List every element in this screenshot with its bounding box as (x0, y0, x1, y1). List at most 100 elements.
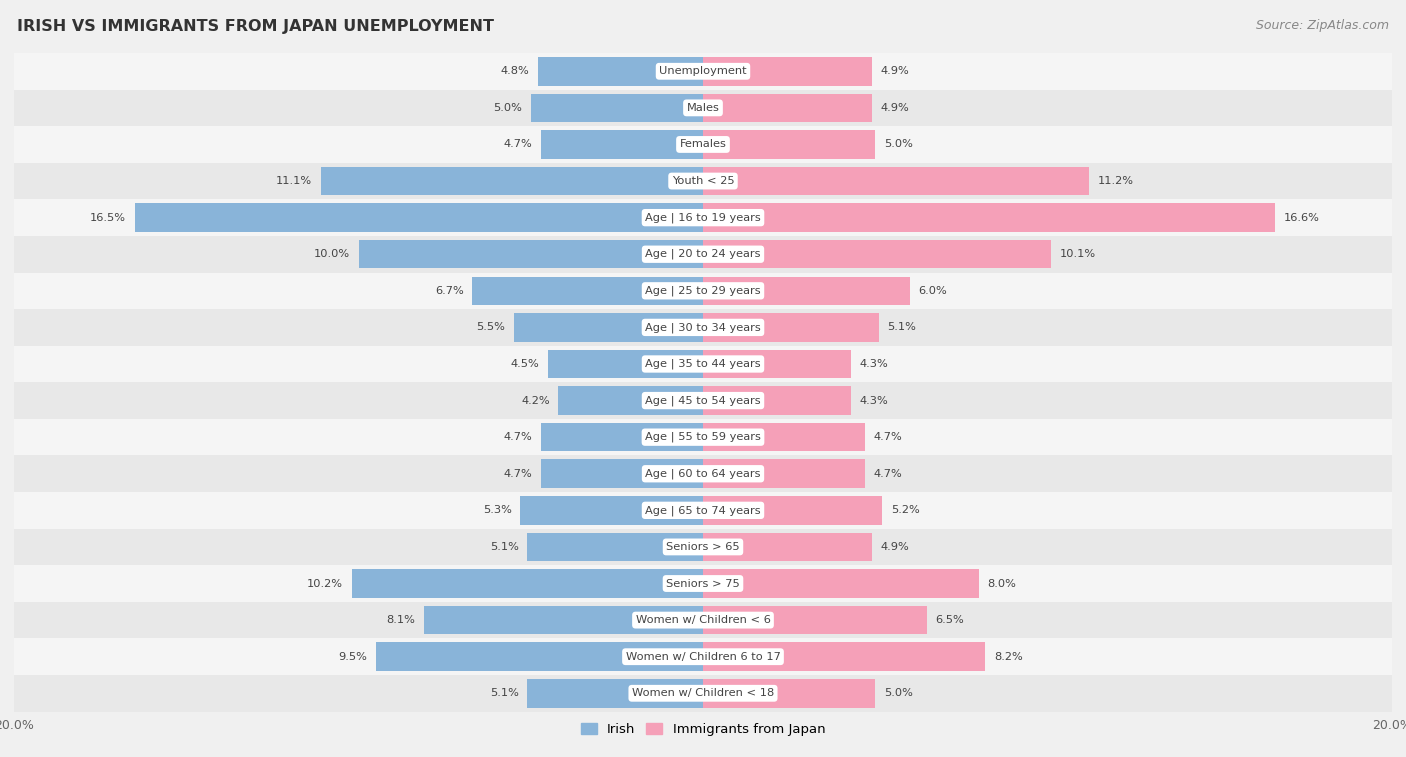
Text: 5.2%: 5.2% (891, 506, 920, 516)
Legend: Irish, Immigrants from Japan: Irish, Immigrants from Japan (575, 718, 831, 741)
Text: Age | 65 to 74 years: Age | 65 to 74 years (645, 505, 761, 516)
Text: 11.2%: 11.2% (1098, 176, 1133, 186)
Text: 4.9%: 4.9% (880, 542, 910, 552)
Bar (14, 163, 1392, 199)
Bar (425, 606, 703, 634)
Text: 5.0%: 5.0% (494, 103, 522, 113)
Bar (513, 313, 703, 341)
Bar (548, 350, 703, 378)
Bar (14, 236, 1392, 273)
Bar (703, 606, 927, 634)
Bar (703, 350, 851, 378)
Bar (531, 94, 703, 122)
Text: Source: ZipAtlas.com: Source: ZipAtlas.com (1256, 19, 1389, 32)
Text: 16.5%: 16.5% (90, 213, 127, 223)
Bar (558, 386, 703, 415)
Bar (703, 496, 882, 525)
Bar (14, 492, 1392, 528)
Bar (527, 533, 703, 561)
Text: Women w/ Children < 18: Women w/ Children < 18 (631, 688, 775, 698)
Bar (14, 346, 1392, 382)
Text: 4.5%: 4.5% (510, 359, 540, 369)
Text: 5.3%: 5.3% (482, 506, 512, 516)
Text: 4.7%: 4.7% (873, 469, 903, 478)
Text: Age | 30 to 34 years: Age | 30 to 34 years (645, 322, 761, 332)
Text: Age | 60 to 64 years: Age | 60 to 64 years (645, 469, 761, 479)
Bar (703, 423, 865, 451)
Bar (703, 386, 851, 415)
Text: Age | 35 to 44 years: Age | 35 to 44 years (645, 359, 761, 369)
Text: 5.5%: 5.5% (477, 322, 505, 332)
Text: 4.3%: 4.3% (859, 396, 889, 406)
Bar (14, 382, 1392, 419)
Text: 8.0%: 8.0% (987, 578, 1017, 588)
Bar (14, 602, 1392, 638)
Text: Age | 55 to 59 years: Age | 55 to 59 years (645, 432, 761, 442)
Text: 8.1%: 8.1% (387, 615, 415, 625)
Bar (703, 533, 872, 561)
Bar (135, 204, 703, 232)
Text: 6.5%: 6.5% (935, 615, 965, 625)
Bar (703, 57, 872, 86)
Text: Seniors > 65: Seniors > 65 (666, 542, 740, 552)
Text: 4.7%: 4.7% (503, 469, 533, 478)
Text: 4.8%: 4.8% (501, 67, 529, 76)
Text: IRISH VS IMMIGRANTS FROM JAPAN UNEMPLOYMENT: IRISH VS IMMIGRANTS FROM JAPAN UNEMPLOYM… (17, 19, 494, 34)
Text: Unemployment: Unemployment (659, 67, 747, 76)
Text: Males: Males (686, 103, 720, 113)
Text: 5.1%: 5.1% (887, 322, 917, 332)
Bar (541, 459, 703, 488)
Bar (14, 53, 1392, 89)
Text: Age | 45 to 54 years: Age | 45 to 54 years (645, 395, 761, 406)
Bar (703, 167, 1088, 195)
Bar (537, 57, 703, 86)
Text: Age | 20 to 24 years: Age | 20 to 24 years (645, 249, 761, 260)
Text: 4.3%: 4.3% (859, 359, 889, 369)
Bar (352, 569, 703, 598)
Text: 4.2%: 4.2% (522, 396, 550, 406)
Text: 4.7%: 4.7% (503, 432, 533, 442)
Text: 4.9%: 4.9% (880, 67, 910, 76)
Text: 10.1%: 10.1% (1060, 249, 1095, 259)
Bar (703, 204, 1275, 232)
Text: 10.2%: 10.2% (307, 578, 343, 588)
Text: 5.0%: 5.0% (884, 139, 912, 149)
Bar (472, 276, 703, 305)
Text: 5.1%: 5.1% (489, 542, 519, 552)
Bar (14, 126, 1392, 163)
Bar (14, 565, 1392, 602)
Bar (14, 89, 1392, 126)
Bar (14, 528, 1392, 565)
Bar (703, 313, 879, 341)
Text: Age | 25 to 29 years: Age | 25 to 29 years (645, 285, 761, 296)
Bar (703, 569, 979, 598)
Text: 4.7%: 4.7% (873, 432, 903, 442)
Bar (703, 94, 872, 122)
Bar (527, 679, 703, 708)
Text: Youth < 25: Youth < 25 (672, 176, 734, 186)
Bar (321, 167, 703, 195)
Text: 5.1%: 5.1% (489, 688, 519, 698)
Text: 4.7%: 4.7% (503, 139, 533, 149)
Bar (14, 456, 1392, 492)
Text: 8.2%: 8.2% (994, 652, 1022, 662)
Bar (14, 638, 1392, 675)
Text: Seniors > 75: Seniors > 75 (666, 578, 740, 588)
Bar (703, 643, 986, 671)
Bar (520, 496, 703, 525)
Bar (703, 240, 1050, 269)
Text: 5.0%: 5.0% (884, 688, 912, 698)
Bar (14, 419, 1392, 456)
Text: 16.6%: 16.6% (1284, 213, 1319, 223)
Bar (375, 643, 703, 671)
Bar (14, 273, 1392, 309)
Text: 6.0%: 6.0% (918, 286, 948, 296)
Bar (14, 199, 1392, 236)
Text: 11.1%: 11.1% (276, 176, 312, 186)
Text: Age | 16 to 19 years: Age | 16 to 19 years (645, 213, 761, 223)
Text: Women w/ Children 6 to 17: Women w/ Children 6 to 17 (626, 652, 780, 662)
Text: 6.7%: 6.7% (434, 286, 464, 296)
Bar (359, 240, 703, 269)
Text: 10.0%: 10.0% (314, 249, 350, 259)
Bar (703, 130, 875, 159)
